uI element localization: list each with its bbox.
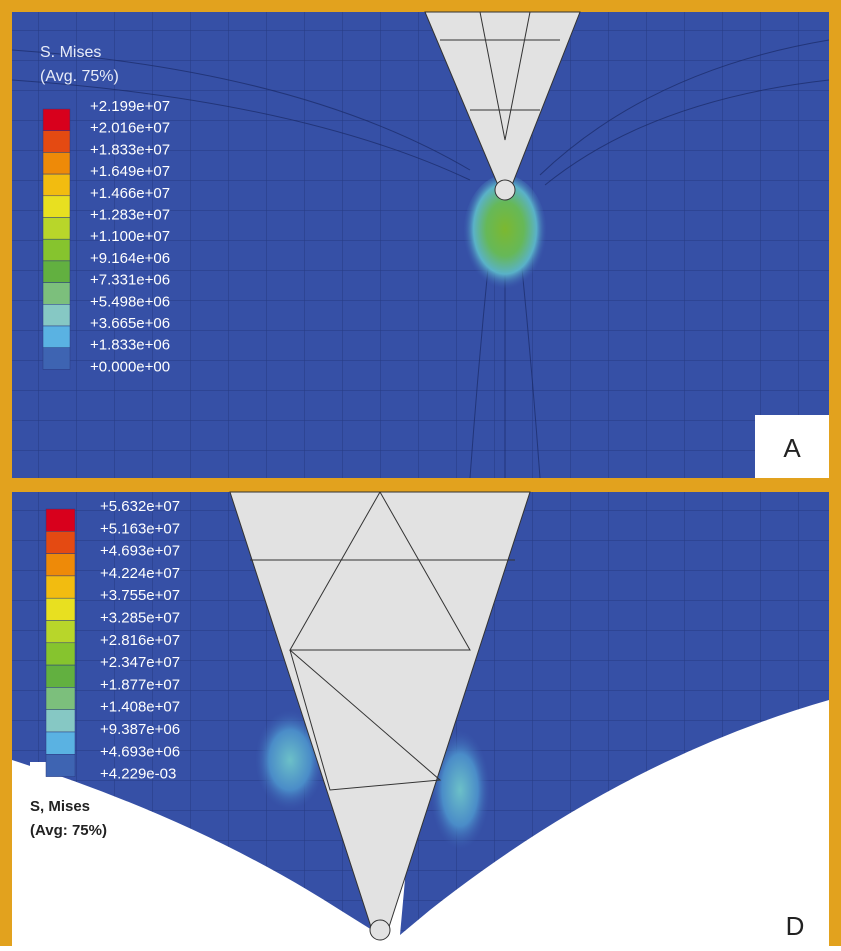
legend-swatch <box>42 238 71 262</box>
legend-swatch <box>45 687 76 710</box>
legend-label: +4.693e+07 <box>100 543 180 560</box>
legend: +5.632e+07 +5.163e+07 +4.693e+07 +4.224e+07… <box>45 498 180 783</box>
legend-label: +2.347e+07 <box>100 654 180 671</box>
legend-subtitle: (Avg: 75%) <box>30 822 107 839</box>
legend-swatch <box>45 531 76 554</box>
panel-d: D S, Mises (Avg: 75%) +5.632e+07 +5.163e+… <box>12 491 829 946</box>
legend-label: +2.016e+07 <box>90 120 170 137</box>
legend-label: +9.164e+06 <box>90 250 170 267</box>
legend-swatch <box>45 731 76 755</box>
legend-label: +3.665e+06 <box>90 315 170 332</box>
legend-swatch <box>42 347 71 370</box>
legend-label: +1.100e+07 <box>90 228 170 245</box>
legend-swatch <box>45 597 76 621</box>
legend-gap <box>30 762 50 778</box>
legend-subtitle: (Avg. 75%) <box>40 68 119 85</box>
legend-swatch <box>42 108 71 131</box>
legend-label: +1.833e+06 <box>90 337 170 354</box>
legend-swatch <box>42 217 71 240</box>
indenter-mesh <box>440 11 560 141</box>
legend-swatch <box>45 508 76 532</box>
legend-label: +1.466e+07 <box>90 185 170 202</box>
legend-swatch <box>42 325 71 348</box>
legend-title: S, Mises <box>30 798 90 815</box>
legend-label: +2.816e+07 <box>100 632 180 649</box>
legend-swatch <box>42 152 71 175</box>
legend-label: +7.331e+06 <box>90 272 170 289</box>
legend-swatch <box>42 130 71 153</box>
legend-swatch <box>42 173 71 197</box>
legend-label: +3.755e+07 <box>100 587 180 604</box>
legend-title: S. Mises <box>40 44 101 61</box>
legend-label: +5.498e+06 <box>90 293 170 310</box>
legend-label: +4.693e+06 <box>100 743 180 760</box>
legend-label: +5.163e+07 <box>100 520 180 537</box>
legend-label: +3.285e+07 <box>100 609 180 626</box>
legend-swatch <box>42 282 71 305</box>
legend-label: +0.000e+00 <box>90 358 170 375</box>
legend-label: +1.833e+07 <box>90 141 170 158</box>
legend-swatch <box>45 553 76 577</box>
legend: +2.199e+07 +2.016e+07 +1.833e+07 +1.649e+07… <box>42 98 170 375</box>
legend-label: +4.224e+07 <box>100 565 180 582</box>
panel-label-box <box>755 415 829 478</box>
stress-zone <box>463 175 547 295</box>
panel-a: A S. Mises (Avg. 75%) +2.199e+07 +2.016e+… <box>11 11 830 479</box>
indenter-tip <box>494 179 516 201</box>
legend-label: +1.283e+07 <box>90 206 170 223</box>
legend-label: +1.877e+07 <box>100 676 180 693</box>
legend-swatch <box>45 575 76 599</box>
mesh-grid-right <box>400 492 829 935</box>
indenter-tip <box>369 919 391 941</box>
legend-swatch <box>45 664 76 688</box>
panel-letter: A <box>783 433 801 463</box>
panel-letter: D <box>786 911 805 941</box>
legend-swatch <box>42 195 71 218</box>
stress-zone <box>255 710 325 810</box>
legend-swatch <box>42 304 71 327</box>
legend-swatch <box>45 754 76 777</box>
legend-label: +9.387e+06 <box>100 721 180 738</box>
legend-label: +2.199e+07 <box>90 98 170 115</box>
legend-swatch <box>45 620 76 644</box>
legend-label: +5.632e+07 <box>100 498 180 515</box>
legend-label: +1.408e+07 <box>100 699 180 716</box>
panel-label-box <box>770 905 829 946</box>
legend-swatch <box>45 642 76 666</box>
legend-label: +4.229e-03 <box>100 766 176 783</box>
legend-label: +1.649e+07 <box>90 163 170 180</box>
indenter-mesh <box>250 491 515 791</box>
mesh-grid <box>12 12 829 478</box>
legend-swatch <box>45 709 76 733</box>
legend-swatch <box>42 260 71 283</box>
stress-zone <box>430 730 490 850</box>
